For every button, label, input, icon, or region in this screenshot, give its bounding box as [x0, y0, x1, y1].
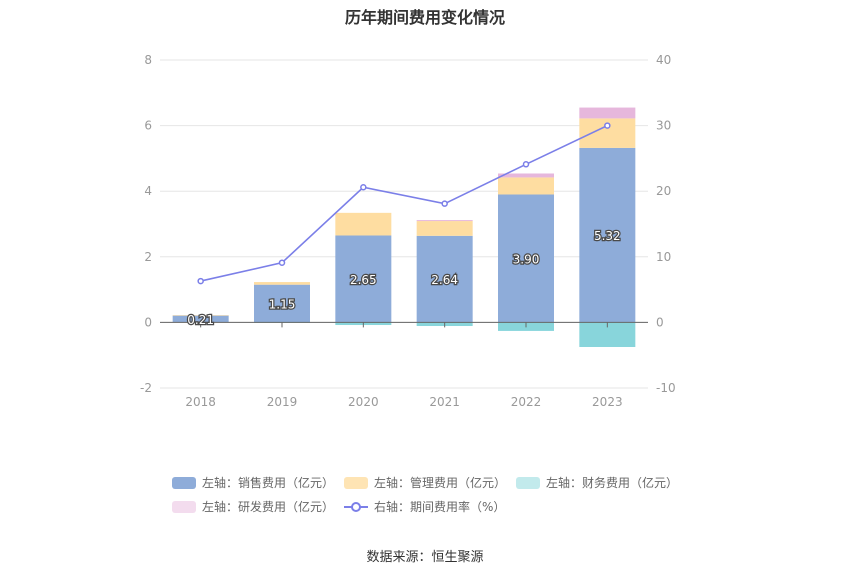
legend-line-icon	[344, 501, 368, 513]
bar-segment-rd	[498, 173, 554, 178]
data-label-sales: 2.65	[350, 273, 377, 287]
legend-label-sales: 左轴：销售费用（亿元）	[202, 476, 335, 490]
bar-segment-sales	[335, 235, 392, 323]
legend-swatch-admin	[344, 476, 368, 489]
x-axis-tick-label: 2019	[267, 395, 298, 409]
bar-segment-rd	[579, 107, 636, 119]
expense-rate-point	[522, 161, 530, 168]
bar-segment-admin	[335, 212, 392, 236]
right-axis-tick-label: 10	[656, 250, 671, 264]
expense-rate-point	[360, 184, 367, 191]
bar-segment-sales	[172, 315, 229, 323]
bar-segment-sales	[579, 147, 636, 323]
source-note: 数据来源：恒生聚源	[366, 550, 484, 565]
legend-label-finance: 左轴：财务费用（亿元）	[546, 476, 679, 490]
legend-item-expense-rate[interactable]: 右轴：期间费用率（%）	[344, 498, 505, 515]
legend-swatch-sales	[172, 476, 196, 489]
legend-label-admin: 左轴：管理费用（亿元）	[374, 476, 507, 490]
x-axis-tick-label: 2023	[592, 395, 623, 409]
expense-rate-point	[441, 200, 448, 207]
left-axis-tick-label: 8	[144, 53, 152, 67]
data-label-sales: 2.64	[431, 273, 458, 287]
right-axis-tick-label: 20	[656, 184, 671, 198]
legend-item-rd[interactable]: 左轴：研发费用（亿元）	[172, 498, 334, 515]
x-axis-tick-label: 2021	[429, 395, 460, 409]
legend-item-admin[interactable]: 左轴：管理费用（亿元）	[344, 474, 506, 491]
right-axis-tick-label: 0	[656, 315, 664, 329]
left-axis-tick-label: 6	[144, 119, 152, 133]
bar-segment-admin	[416, 221, 473, 236]
chart-title: 历年期间费用变化情况	[344, 8, 505, 27]
legend-label-expense-rate: 右轴：期间费用率（%）	[374, 500, 506, 514]
legend-label-rd: 左轴：研发费用（亿元）	[202, 500, 335, 514]
legend-item-sales[interactable]: 左轴：销售费用（亿元）	[172, 474, 334, 491]
expense-rate-line	[200, 124, 608, 282]
bar-segment-admin	[498, 177, 554, 195]
data-label-sales: 0.21	[187, 313, 214, 327]
bar-segment-sales	[254, 284, 310, 323]
bar-segment-admin	[172, 315, 229, 316]
x-axis-tick-label: 2022	[511, 395, 542, 409]
legend-item-finance[interactable]: 左轴：财务费用（亿元）	[516, 474, 678, 491]
bar-segment-rd	[416, 220, 473, 222]
data-label-sales: 3.90	[513, 252, 540, 266]
x-axis-tick-label: 2020	[348, 395, 379, 409]
data-label-sales: 5.32	[594, 229, 621, 243]
right-axis-tick-label: 30	[656, 119, 671, 133]
left-axis-tick-label: 0	[144, 315, 152, 329]
expense-rate-point	[604, 122, 611, 129]
x-axis-tick-label: 2018	[185, 395, 216, 409]
expense-rate-point	[278, 259, 286, 266]
left-axis-tick-label: -2	[140, 381, 152, 395]
data-label-sales: 1.15	[269, 298, 296, 312]
bar-segment-sales	[416, 235, 473, 323]
bar-segment-admin	[254, 282, 310, 285]
right-axis-tick-label: 40	[656, 53, 671, 67]
legend-swatch-rd	[172, 500, 196, 513]
legend-swatch-finance	[516, 476, 540, 489]
bar-segment-sales	[498, 194, 554, 323]
left-axis-tick-label: 2	[144, 250, 152, 264]
left-axis-tick-label: 4	[144, 184, 152, 198]
right-axis-tick-label: -10	[656, 381, 676, 395]
expense-rate-point	[197, 277, 204, 285]
